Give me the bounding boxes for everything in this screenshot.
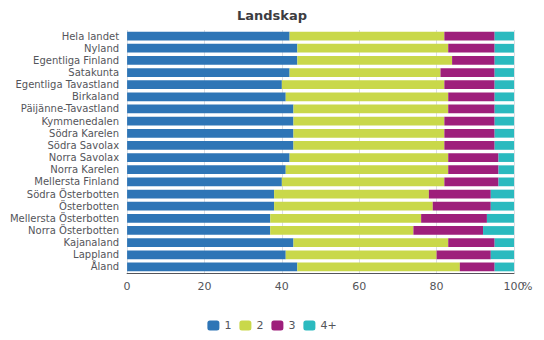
svg-text:Birkaland: Birkaland (72, 91, 119, 102)
svg-text:4+: 4+ (320, 319, 336, 332)
svg-text:Kajanaland: Kajanaland (64, 237, 119, 248)
svg-text:Mellersta Österbotten: Mellersta Österbotten (10, 212, 119, 224)
svg-text:Egentliga Tavastland: Egentliga Tavastland (15, 79, 119, 90)
svg-text:Norra Karelen: Norra Karelen (50, 164, 119, 175)
svg-text:Mellersta Finland: Mellersta Finland (34, 176, 119, 187)
svg-text:Södra Karelen: Södra Karelen (49, 128, 119, 139)
svg-text:Norra Savolax: Norra Savolax (49, 152, 119, 163)
svg-text:Södra Savolax: Södra Savolax (48, 140, 120, 151)
svg-text:Lappland: Lappland (73, 249, 119, 260)
svg-text:20: 20 (197, 280, 211, 293)
svg-text:2: 2 (256, 319, 263, 332)
svg-text:40: 40 (275, 280, 289, 293)
svg-text:Hela landet: Hela landet (62, 31, 120, 42)
svg-text:0: 0 (124, 280, 131, 293)
svg-text:60: 60 (352, 280, 366, 293)
svg-text:Södra Österbotten: Södra Österbotten (27, 188, 119, 200)
svg-text:80: 80 (430, 280, 444, 293)
svg-text:Päijänne-Tavastland: Päijänne-Tavastland (21, 103, 119, 114)
svg-text:Österbotten: Österbotten (59, 200, 119, 212)
svg-text:3: 3 (288, 319, 295, 332)
svg-text:100: 100 (504, 280, 525, 293)
svg-text:1: 1 (224, 319, 231, 332)
svg-text:Kymmenedalen: Kymmenedalen (41, 116, 119, 127)
svg-text:Satakunta: Satakunta (68, 67, 119, 78)
svg-text:Norra Österbotten: Norra Österbotten (28, 224, 119, 236)
svg-text:Nyland: Nyland (84, 43, 119, 54)
svg-text:Åland: Åland (91, 260, 119, 272)
svg-text:Egentliga Finland: Egentliga Finland (33, 55, 119, 66)
svg-text:Landskap: Landskap (237, 8, 307, 23)
